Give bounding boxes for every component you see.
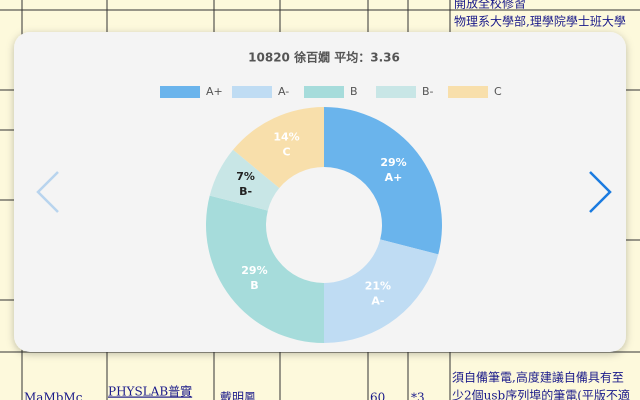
chart-title: 10820 徐百嫺 平均：3.36 <box>248 50 400 65</box>
legend-label: A- <box>278 85 289 98</box>
value-label: 29% <box>380 156 406 169</box>
legend-label: C <box>494 85 502 98</box>
legend-label: A+ <box>206 85 223 98</box>
cell-text: 物理系大學部,理學院學士班大學 <box>454 14 626 29</box>
value-label: 21% <box>365 280 391 293</box>
legend-swatch <box>376 86 416 98</box>
value-label: 29% <box>241 264 267 277</box>
value-label: 7% <box>236 170 255 183</box>
segment-label: B- <box>239 185 252 198</box>
segment-label: A- <box>371 295 384 308</box>
donut-segment <box>324 107 442 255</box>
cell-text: 60 <box>370 391 385 400</box>
donut-segment <box>324 239 439 343</box>
cell-text: 須自備筆電,高度建議自備具有至 <box>452 370 624 385</box>
cell-text: 開放全校修習 <box>454 0 526 11</box>
legend-label: B- <box>422 85 434 98</box>
cell-text: 戴明鳳 <box>220 390 256 400</box>
donut-segment <box>233 107 324 189</box>
donut-segment <box>206 195 324 343</box>
next-arrow[interactable] <box>589 171 612 213</box>
chart: A+ A- B B- C 29% A+ 21% A- 29% B 7% B- 14% C <box>160 85 502 343</box>
modal <box>14 32 626 352</box>
course-link[interactable]: PHYSLAB普實 <box>108 384 192 399</box>
legend-swatch <box>232 86 272 98</box>
legend-swatch <box>448 86 488 98</box>
legend-swatch <box>160 86 200 98</box>
segment-label: A+ <box>385 171 403 184</box>
prev-arrow[interactable] <box>36 171 59 213</box>
segment-label: B <box>250 279 258 292</box>
legend-label: B <box>350 85 358 98</box>
value-label: 14% <box>273 130 299 143</box>
donut-segment <box>209 149 280 211</box>
cell-text: *3 <box>411 391 425 400</box>
segment-label: C <box>282 145 290 158</box>
cell-text: 少2個usb序列埠的筆電(平版不適 <box>452 388 630 400</box>
legend-swatch <box>304 86 344 98</box>
course-link[interactable]: MaMbMc <box>24 391 83 400</box>
